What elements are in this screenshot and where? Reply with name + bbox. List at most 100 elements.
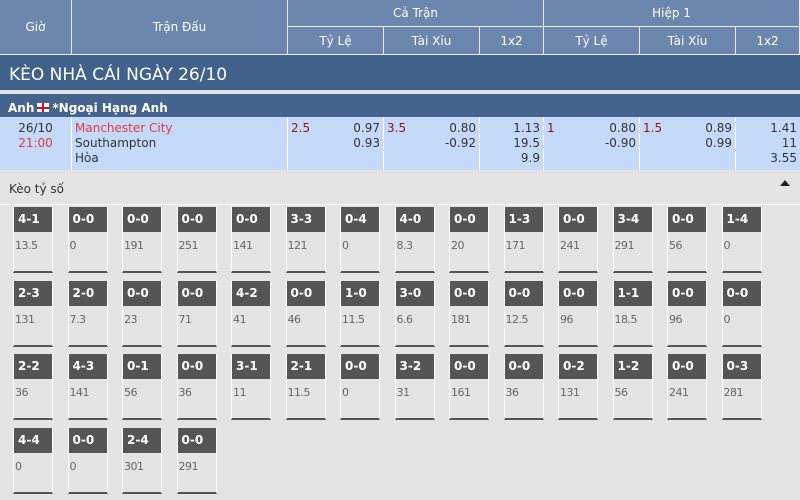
score-card[interactable]: 0-0 23 xyxy=(122,280,162,347)
score-card[interactable]: 0-0 56 xyxy=(667,207,707,273)
score-card[interactable]: 3-1 11 xyxy=(231,354,271,421)
ft-handicap-home[interactable]: 0.97 xyxy=(353,121,380,135)
score-odds[interactable]: 241 xyxy=(669,386,689,400)
score-odds[interactable]: 141 xyxy=(69,386,90,400)
score-odds[interactable]: 0 xyxy=(342,239,349,252)
score-odds[interactable]: 41 xyxy=(233,312,247,326)
score-card[interactable]: 0-0 0 xyxy=(721,280,762,347)
score-card[interactable]: 1-2 56 xyxy=(612,354,653,421)
score-odds[interactable]: 11.5 xyxy=(287,386,311,400)
score-card[interactable]: 0-0 12.5 xyxy=(503,280,544,347)
score-card[interactable]: 4-1 13.5 xyxy=(13,207,53,273)
home-team[interactable]: Manchester City xyxy=(75,121,173,135)
score-odds[interactable]: 251 xyxy=(178,239,199,252)
league-row[interactable]: Anh *Ngoại Hạng Anh xyxy=(0,94,800,117)
score-odds[interactable]: 0 xyxy=(15,460,22,474)
score-card[interactable]: 0-0 241 xyxy=(558,207,598,273)
ft-1x2-home[interactable]: 1.13 xyxy=(513,121,540,135)
score-card[interactable]: 0-3 281 xyxy=(721,354,762,421)
score-odds[interactable]: 181 xyxy=(451,312,471,326)
score-odds[interactable]: 161 xyxy=(451,386,471,400)
score-card[interactable]: 3-2 31 xyxy=(394,354,435,421)
score-card[interactable]: 4-0 8.3 xyxy=(394,207,435,273)
score-odds[interactable]: 36 xyxy=(178,386,193,400)
score-card[interactable]: 1-1 18.5 xyxy=(612,280,653,347)
triangle-up-icon[interactable] xyxy=(780,180,790,186)
ft-handicap-away[interactable]: 0.93 xyxy=(353,136,380,150)
score-odds[interactable]: 0 xyxy=(69,460,77,474)
h1-ou-under[interactable]: 0.99 xyxy=(705,136,732,150)
score-odds[interactable]: 0 xyxy=(342,386,349,400)
h1-1x2-draw[interactable]: 3.55 xyxy=(770,151,797,165)
ft-ou-under[interactable]: -0.92 xyxy=(444,136,476,150)
score-card[interactable]: 0-0 0 xyxy=(67,428,108,495)
score-card[interactable]: 0-0 0 xyxy=(67,207,108,273)
ft-1x2-draw[interactable]: 9.9 xyxy=(520,151,540,165)
score-odds[interactable]: 281 xyxy=(723,386,744,400)
score-odds[interactable]: 0 xyxy=(723,312,731,326)
score-card[interactable]: 2-2 36 xyxy=(13,354,53,421)
score-odds[interactable]: 171 xyxy=(505,239,526,252)
score-odds[interactable]: 56 xyxy=(669,239,683,252)
ft-ou-over[interactable]: 0.80 xyxy=(449,121,476,135)
score-card[interactable]: 0-0 181 xyxy=(449,280,489,347)
score-card[interactable]: 0-2 131 xyxy=(558,354,598,421)
score-odds[interactable]: 301 xyxy=(124,460,144,474)
score-card[interactable]: 4-2 41 xyxy=(231,280,271,347)
score-card[interactable]: 1-3 171 xyxy=(503,207,544,273)
score-card[interactable]: 3-0 6.6 xyxy=(394,280,435,347)
score-odds[interactable]: 12.5 xyxy=(505,312,529,326)
score-odds[interactable]: 11.5 xyxy=(342,312,365,326)
score-card[interactable]: 0-0 46 xyxy=(285,280,326,347)
score-card[interactable]: 0-0 241 xyxy=(667,354,707,421)
h1-handicap-away[interactable]: -0.90 xyxy=(604,136,636,150)
h1-1x2-away[interactable]: 11 xyxy=(781,136,797,150)
score-section-header[interactable]: Kèo tỷ số xyxy=(0,170,800,205)
score-card[interactable]: 4-3 141 xyxy=(67,354,108,421)
score-card[interactable]: 2-1 11.5 xyxy=(285,354,326,421)
score-card[interactable]: 0-0 291 xyxy=(176,428,217,495)
score-odds[interactable]: 191 xyxy=(124,239,144,252)
score-card[interactable]: 0-0 191 xyxy=(122,207,162,273)
score-card[interactable]: 0-0 36 xyxy=(503,354,544,421)
score-card[interactable]: 0-0 141 xyxy=(231,207,271,273)
ft-ou-cell[interactable]: 3.5 0.80 -0.92 xyxy=(384,117,480,170)
score-odds[interactable]: 36 xyxy=(15,386,29,400)
score-card[interactable]: 0-1 56 xyxy=(122,354,162,421)
score-card[interactable]: 2-3 131 xyxy=(13,280,53,347)
score-odds[interactable]: 6.6 xyxy=(396,312,414,326)
score-odds[interactable]: 46 xyxy=(287,312,302,326)
score-odds[interactable]: 7.3 xyxy=(69,312,87,326)
h1-handicap-home[interactable]: 0.80 xyxy=(609,121,636,135)
score-odds[interactable]: 71 xyxy=(178,312,193,326)
score-card[interactable]: 0-4 0 xyxy=(340,207,380,273)
h1-handicap-cell[interactable]: 1 0.80 -0.90 xyxy=(544,117,640,170)
score-card[interactable]: 0-0 161 xyxy=(449,354,489,421)
h1-ou-over[interactable]: 0.89 xyxy=(705,121,732,135)
score-odds[interactable]: 13.5 xyxy=(15,239,38,252)
score-card[interactable]: 0-0 20 xyxy=(449,207,489,273)
score-odds[interactable]: 291 xyxy=(614,239,635,252)
score-card[interactable]: 0-0 0 xyxy=(340,354,380,421)
score-odds[interactable]: 131 xyxy=(15,312,35,326)
score-card[interactable]: 4-4 0 xyxy=(13,428,53,495)
score-odds[interactable]: 291 xyxy=(178,460,199,474)
score-card[interactable]: 0-0 251 xyxy=(176,207,217,273)
score-card[interactable]: 2-4 301 xyxy=(122,428,162,495)
score-odds[interactable]: 23 xyxy=(124,312,138,326)
score-card[interactable]: 0-0 36 xyxy=(176,354,217,421)
score-odds[interactable]: 141 xyxy=(233,239,253,252)
score-card[interactable]: 1-0 11.5 xyxy=(340,280,380,347)
score-odds[interactable]: 31 xyxy=(396,386,411,400)
away-team[interactable]: Southampton xyxy=(75,136,157,150)
score-odds[interactable]: 241 xyxy=(560,239,580,252)
ft-handicap-cell[interactable]: 2.5 0.97 0.93 xyxy=(288,117,384,170)
score-card[interactable]: 0-0 96 xyxy=(667,280,707,347)
score-odds[interactable]: 0 xyxy=(723,239,731,252)
score-card[interactable]: 2-0 7.3 xyxy=(67,280,108,347)
score-odds[interactable]: 18.5 xyxy=(614,312,638,326)
score-odds[interactable]: 36 xyxy=(505,386,520,400)
h1-ou-cell[interactable]: 1.5 0.89 0.99 xyxy=(640,117,736,170)
score-card[interactable]: 0-0 71 xyxy=(176,280,217,347)
score-card[interactable]: 3-3 121 xyxy=(285,207,326,273)
